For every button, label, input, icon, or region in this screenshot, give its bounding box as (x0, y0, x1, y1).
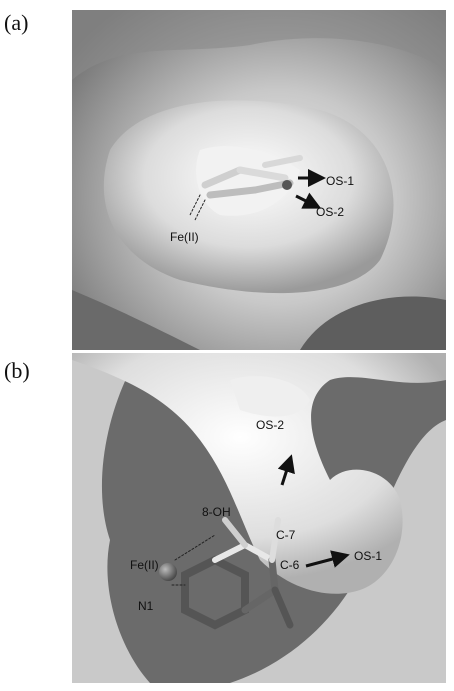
figure: (a) OS-1 OS-2 Fe(II) (b) OS (0, 0, 454, 691)
annotation: 8-OH (202, 505, 231, 519)
annotation: OS-2 (316, 205, 344, 219)
annotation: C-7 (276, 528, 296, 542)
annotation: OS-2 (256, 418, 284, 432)
panel-label: (b) (4, 358, 30, 383)
annotation: OS-1 (354, 549, 382, 563)
panel-label: (a) (4, 10, 28, 35)
surface-b (72, 353, 446, 683)
annotation: OS-1 (326, 174, 354, 188)
annotation: N1 (138, 599, 154, 613)
annotation: Fe(II) (130, 558, 159, 572)
annotation: Fe(II) (170, 230, 199, 244)
fe-atom (159, 563, 177, 581)
annotation: C-6 (280, 558, 300, 572)
surface-a (72, 10, 446, 350)
